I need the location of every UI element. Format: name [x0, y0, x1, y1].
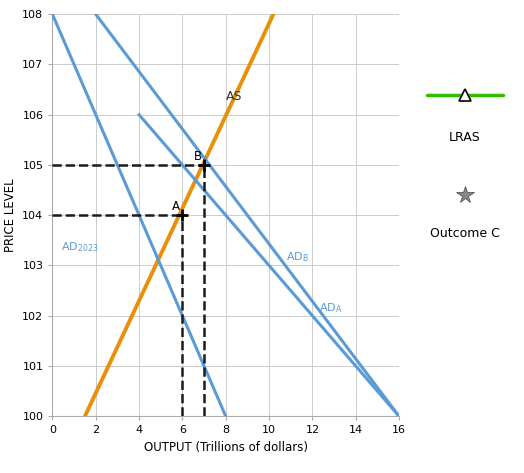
Text: A: A	[171, 200, 180, 213]
Text: $\mathregular{AD_{2023}}$: $\mathregular{AD_{2023}}$	[61, 240, 99, 254]
Text: $\mathregular{AD_A}$: $\mathregular{AD_A}$	[319, 301, 342, 315]
Text: LRAS: LRAS	[449, 131, 481, 144]
Text: Outcome C: Outcome C	[430, 228, 499, 240]
X-axis label: OUTPUT (Trillions of dollars): OUTPUT (Trillions of dollars)	[144, 441, 308, 454]
Text: $\mathregular{AD_B}$: $\mathregular{AD_B}$	[287, 250, 309, 264]
Text: B: B	[194, 150, 202, 163]
Text: AS: AS	[226, 89, 242, 103]
Y-axis label: PRICE LEVEL: PRICE LEVEL	[4, 178, 17, 252]
